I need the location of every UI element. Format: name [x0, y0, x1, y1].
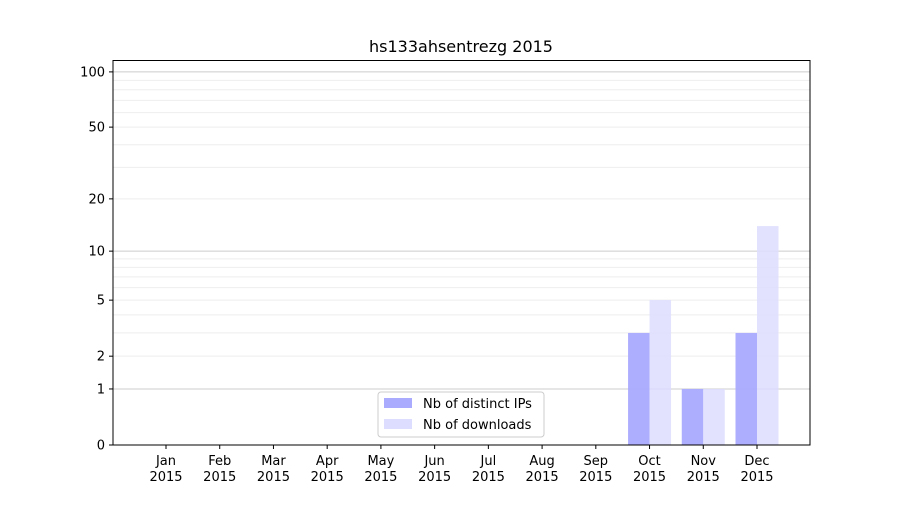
- bar-distinct-ips: [628, 332, 650, 445]
- bar-downloads: [649, 300, 672, 445]
- x-tick-label: Sep 2015: [579, 454, 612, 485]
- x-tick-label: Apr 2015: [311, 454, 344, 485]
- legend-swatch: [384, 419, 412, 429]
- plot-frame: [112, 60, 811, 446]
- x-tick-label: May 2015: [364, 454, 397, 485]
- x-tick-label: Jun 2015: [418, 454, 451, 485]
- legend-label: Nb of distinct IPs: [423, 397, 532, 412]
- legend: Nb of distinct IPs Nb of downloads: [377, 391, 545, 438]
- legend-box: [377, 391, 545, 438]
- y-tick-label: 5: [97, 294, 105, 309]
- y-tick-label: 100: [80, 65, 105, 80]
- x-tick-label: Jul 2015: [472, 454, 505, 485]
- legend-label: Nb of downloads: [423, 418, 532, 433]
- x-tick-label: Dec 2015: [740, 454, 773, 485]
- y-tick-label: 0: [97, 439, 105, 454]
- x-tick-label: Aug 2015: [526, 454, 559, 485]
- x-tick-label: Oct 2015: [633, 454, 666, 485]
- x-tick-label: Feb 2015: [203, 454, 236, 485]
- chart-title: hs133ahsentrezg 2015: [369, 37, 553, 56]
- y-tick-label: 50: [88, 121, 105, 136]
- legend-swatch: [384, 398, 412, 408]
- y-tick-label: 2: [97, 350, 105, 365]
- bar-downloads: [703, 388, 725, 445]
- y-tick-label: 20: [88, 192, 105, 207]
- x-tick-label: Mar 2015: [257, 454, 290, 485]
- y-tick-label: 1: [97, 382, 105, 397]
- bar-distinct-ips: [681, 388, 704, 445]
- x-tick-label: Jan 2015: [149, 454, 182, 485]
- bar-distinct-ips: [735, 332, 757, 445]
- x-tick-label: Nov 2015: [687, 454, 720, 485]
- bar-downloads: [757, 226, 779, 445]
- y-tick-label: 10: [88, 245, 105, 260]
